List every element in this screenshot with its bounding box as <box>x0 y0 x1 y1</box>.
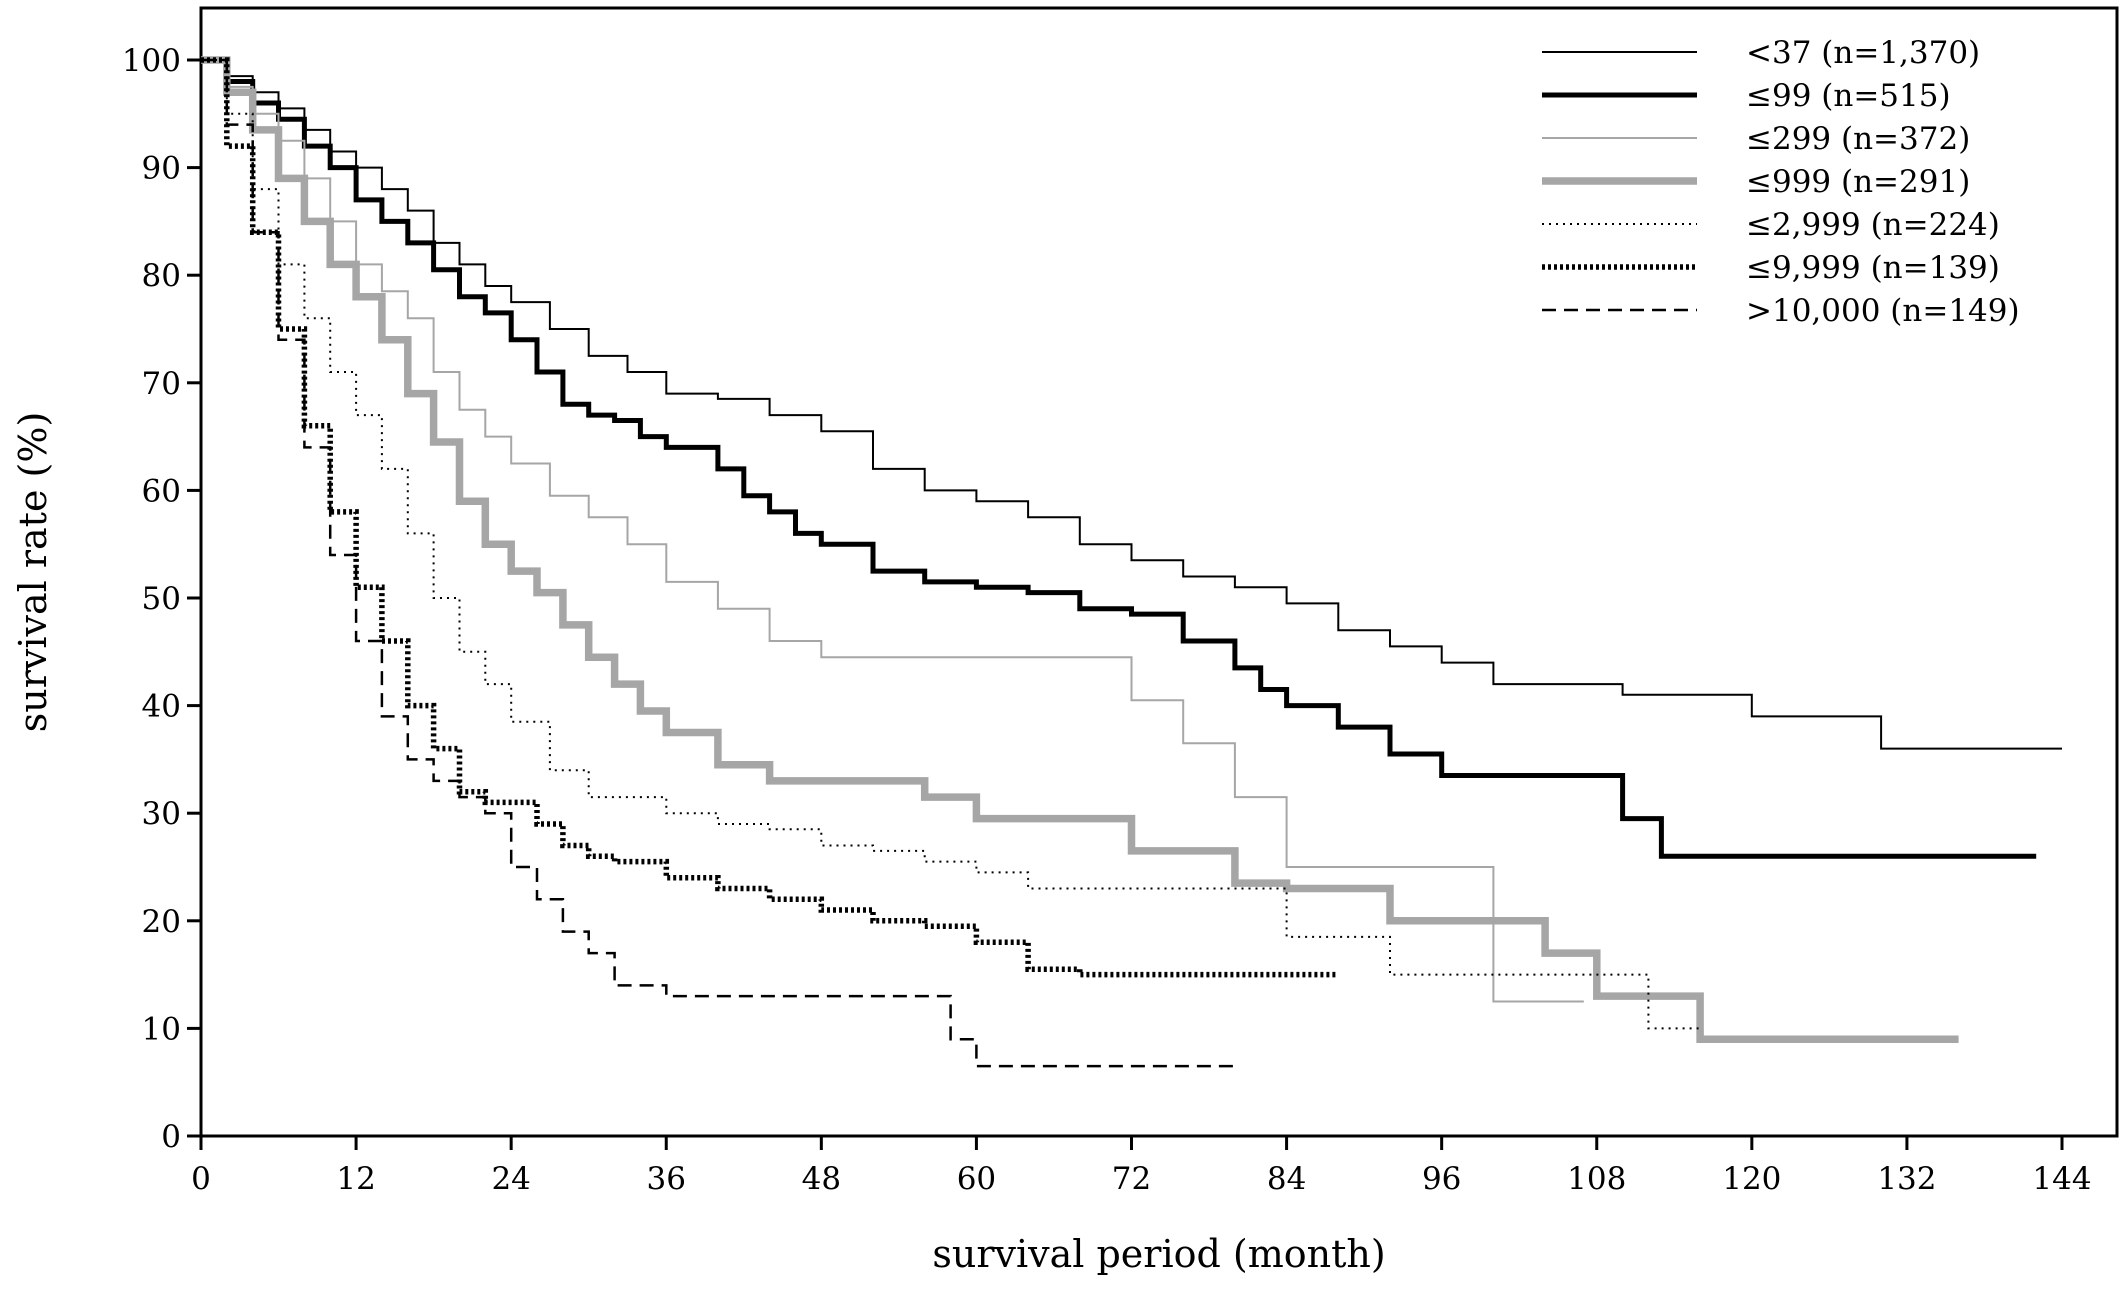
series-line-7 <box>201 58 1235 1068</box>
plot-frame <box>199 6 2119 1138</box>
x-tick-label: 12 <box>336 1161 375 1197</box>
x-tick-label: 72 <box>1112 1161 1151 1197</box>
series-line-1 <box>201 59 2062 750</box>
y-tick-label: 50 <box>142 581 181 617</box>
legend-label-2: ≤99 (n=515) <box>1746 78 1951 114</box>
y-tick-label: 20 <box>142 904 181 940</box>
y-tick-label: 80 <box>142 258 181 294</box>
x-tick-label: 108 <box>1567 1161 1626 1197</box>
legend-label-6: ≤9,999 (n=139) <box>1746 250 2000 286</box>
series-line-4 <box>201 56 1959 1043</box>
x-tick-label: 36 <box>647 1161 686 1197</box>
y-axis-title: survival rate (%) <box>11 412 55 733</box>
x-tick-label: 84 <box>1267 1161 1306 1197</box>
x-tick-label: 120 <box>1722 1161 1781 1197</box>
x-tick-label: 0 <box>191 1161 211 1197</box>
y-tick-label: 40 <box>142 689 181 725</box>
legend-label-1: <37 (n=1,370) <box>1746 35 1980 71</box>
y-tick-label: 0 <box>161 1119 181 1155</box>
series-line-6 <box>201 57 1339 978</box>
x-axis: 0 12 24 36 48 60 72 84 96 108 120 132 144 <box>191 1136 2092 1197</box>
x-tick-label: 60 <box>957 1161 996 1197</box>
legend: <37 (n=1,370) ≤99 (n=515) ≤299 (n=372) ≤999… <box>1542 35 2020 329</box>
x-tick-label: 24 <box>491 1161 530 1197</box>
legend-label-5: ≤2,999 (n=224) <box>1746 207 2000 243</box>
legend-label-3: ≤299 (n=372) <box>1746 121 1970 157</box>
x-tick-label: 48 <box>802 1161 841 1197</box>
y-tick-label: 60 <box>142 473 181 509</box>
y-axis: 0 10 20 30 40 50 60 70 80 90 100 <box>122 43 201 1155</box>
series-line-5 <box>201 59 1701 1030</box>
series-layer <box>201 56 2062 1068</box>
x-tick-label: 96 <box>1422 1161 1461 1197</box>
x-tick-label: 132 <box>1877 1161 1936 1197</box>
legend-label-4: ≤999 (n=291) <box>1746 164 1970 200</box>
y-tick-label: 70 <box>142 366 181 402</box>
x-tick-label: 144 <box>2032 1161 2091 1197</box>
x-axis-title: survival period (month) <box>932 1232 1385 1276</box>
series-line-3 <box>201 59 1584 1003</box>
series-line-2 <box>201 57 2037 859</box>
y-tick-label: 30 <box>142 796 181 832</box>
y-tick-label: 100 <box>122 43 181 79</box>
y-tick-label: 90 <box>142 151 181 187</box>
legend-label-7: >10,000 (n=149) <box>1746 293 2020 329</box>
y-tick-label: 10 <box>142 1011 181 1047</box>
